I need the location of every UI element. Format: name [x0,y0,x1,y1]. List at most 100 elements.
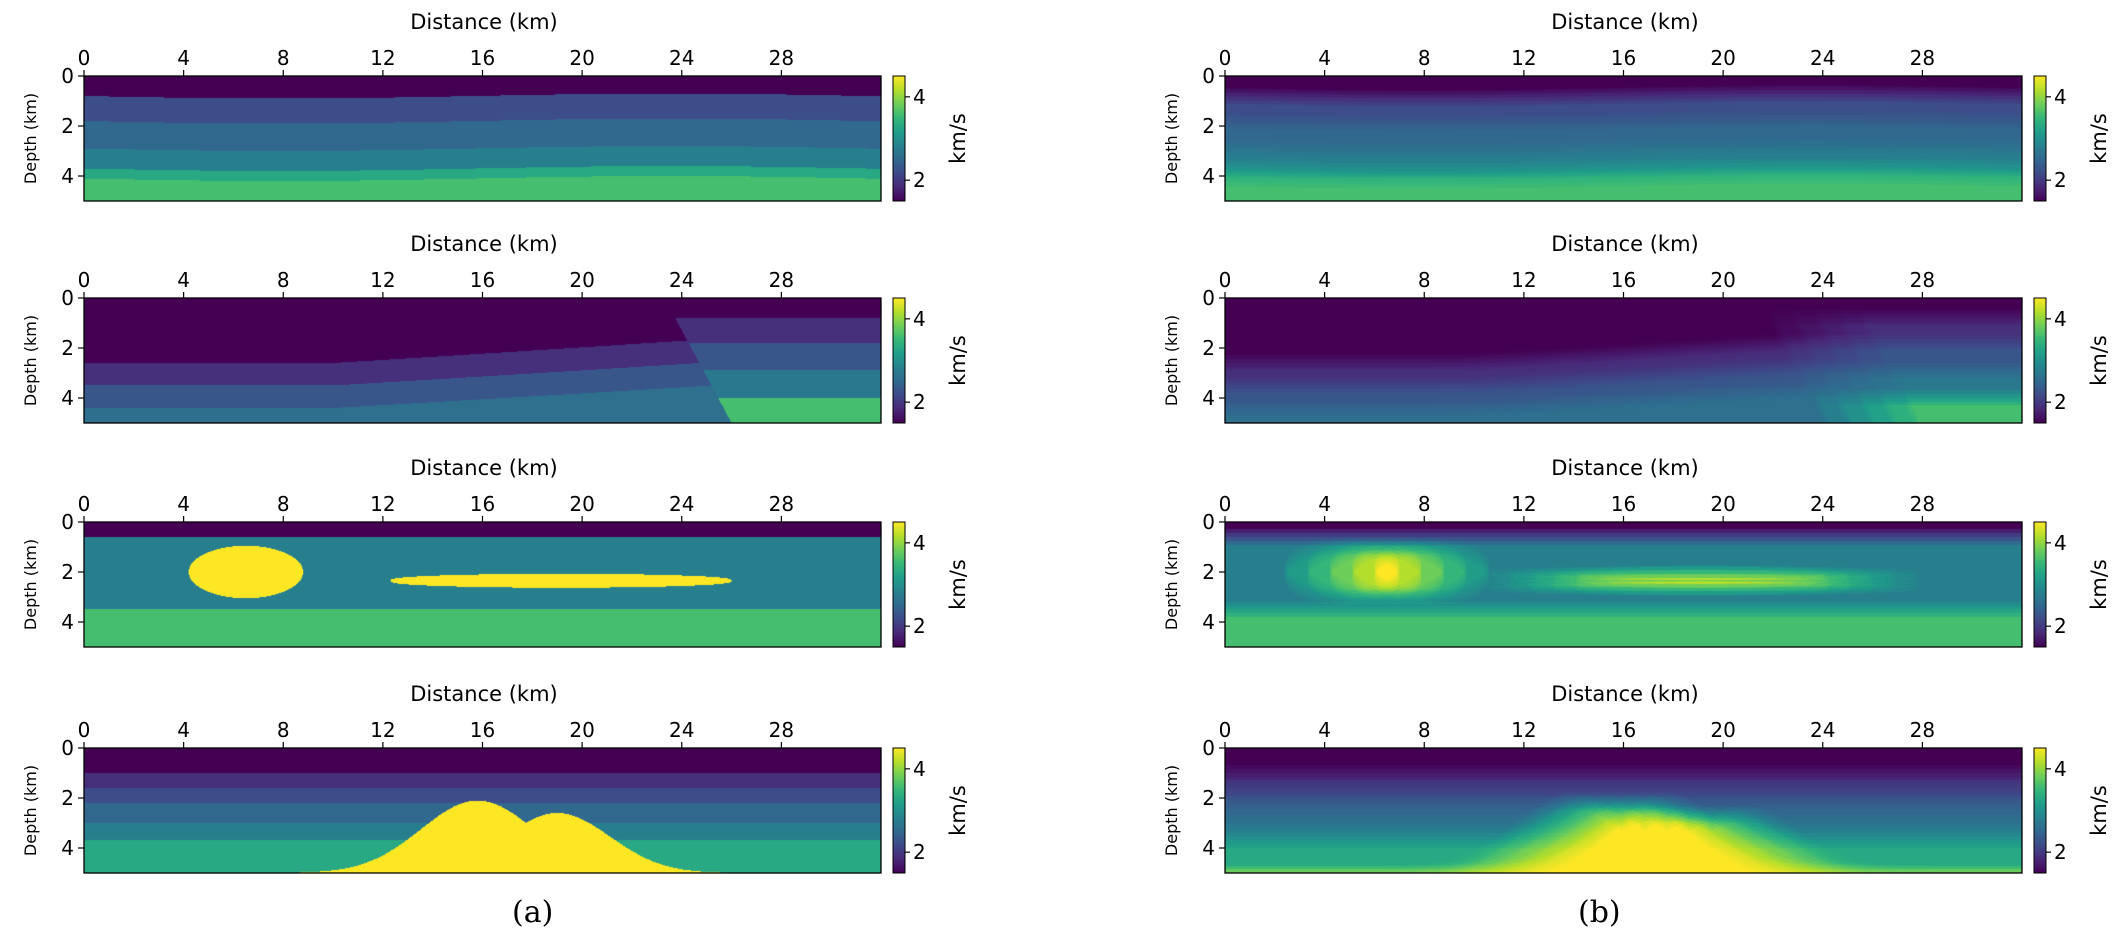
colorbar-tick-label: 4 [2054,531,2067,555]
y-tick-label: 0 [1202,286,1215,310]
x-tick-label: 8 [1418,492,1431,516]
y-tick-label: 0 [1202,64,1215,88]
x-tick-label: 28 [769,492,794,516]
y-axis-title: Depth (km) [1162,315,1181,406]
x-tick-label: 0 [78,492,91,516]
y-axis-title: Depth (km) [21,315,40,406]
velocity-field [84,76,881,201]
colorbar [2033,75,2047,202]
x-tick-label: 4 [1318,718,1331,742]
colorbar [892,521,906,648]
velocity-field [84,298,881,423]
y-tick-label: 2 [61,786,74,810]
x-tick-label: 4 [1318,268,1331,292]
x-tick-label: 4 [177,718,190,742]
y-axis-title: Depth (km) [1162,93,1181,184]
x-tick-label: 4 [177,492,190,516]
y-tick-label: 0 [61,64,74,88]
colorbar-title: km/s [946,559,970,610]
colorbar [2033,521,2047,648]
colorbar-title: km/s [946,113,970,164]
x-tick-label: 12 [1511,46,1536,70]
x-tick-label: 28 [1910,492,1935,516]
x-tick-label: 16 [470,718,495,742]
x-tick-label: 12 [370,268,395,292]
x-tick-label: 12 [370,46,395,70]
y-tick-label: 4 [61,610,74,634]
y-tick-label: 0 [61,510,74,534]
y-tick-label: 0 [61,286,74,310]
colorbar [2033,747,2047,874]
colorbar [892,75,906,202]
x-tick-label: 12 [370,492,395,516]
colorbar-title: km/s [946,335,970,386]
x-tick-label: 0 [1219,718,1232,742]
x-tick-label: 20 [569,492,594,516]
x-tick-label: 20 [1710,718,1735,742]
x-axis-title: Distance (km) [410,10,558,34]
x-tick-label: 12 [1511,268,1536,292]
y-axis-title: Depth (km) [1162,539,1181,630]
y-tick-label: 2 [1202,336,1215,360]
x-tick-label: 20 [1710,46,1735,70]
x-tick-label: 16 [1611,492,1636,516]
x-tick-label: 24 [669,718,694,742]
x-tick-label: 4 [177,268,190,292]
velocity-field [84,522,881,647]
y-tick-label: 2 [1202,560,1215,584]
x-axis-title: Distance (km) [1551,10,1699,34]
x-tick-label: 24 [669,268,694,292]
x-tick-label: 0 [78,46,91,70]
x-tick-label: 20 [569,268,594,292]
y-tick-label: 2 [61,560,74,584]
colorbar-tick-label: 2 [2054,168,2067,192]
x-tick-label: 28 [769,268,794,292]
y-tick-label: 4 [1202,386,1215,410]
velocity-field [1225,748,2022,873]
y-tick-label: 4 [61,164,74,188]
y-tick-label: 4 [1202,610,1215,634]
x-tick-label: 24 [1810,46,1835,70]
colorbar-title: km/s [2087,785,2111,836]
x-tick-label: 24 [1810,268,1835,292]
colorbar-tick-label: 4 [913,531,926,555]
x-tick-label: 0 [1219,46,1232,70]
colorbar-title: km/s [2087,113,2111,164]
x-tick-label: 16 [1611,268,1636,292]
x-tick-label: 0 [78,718,91,742]
y-tick-label: 4 [61,836,74,860]
velocity-field [1225,298,2022,423]
y-tick-label: 4 [1202,836,1215,860]
y-axis-title: Depth (km) [21,93,40,184]
x-tick-label: 24 [669,46,694,70]
x-axis-title: Distance (km) [410,456,558,480]
y-tick-label: 0 [61,736,74,760]
colorbar-tick-label: 2 [2054,390,2067,414]
colorbar-tick-label: 2 [913,390,926,414]
caption-b: (b) [1578,895,1621,930]
x-tick-label: 20 [569,46,594,70]
colorbar-tick-label: 2 [913,168,926,192]
x-tick-label: 4 [1318,46,1331,70]
x-tick-label: 16 [1611,718,1636,742]
x-axis-title: Distance (km) [410,232,558,256]
x-tick-label: 0 [1219,492,1232,516]
y-tick-label: 2 [1202,786,1215,810]
colorbar-tick-label: 4 [2054,307,2067,331]
y-tick-label: 0 [1202,736,1215,760]
x-tick-label: 8 [277,268,290,292]
x-tick-label: 24 [1810,718,1835,742]
y-axis-title: Depth (km) [1162,765,1181,856]
x-axis-title: Distance (km) [1551,232,1699,256]
y-tick-label: 2 [1202,114,1215,138]
colorbar-tick-label: 2 [913,614,926,638]
colorbar-tick-label: 4 [2054,85,2067,109]
colorbar-tick-label: 4 [913,757,926,781]
x-tick-label: 4 [1318,492,1331,516]
x-axis-title: Distance (km) [410,682,558,706]
x-tick-label: 16 [470,46,495,70]
